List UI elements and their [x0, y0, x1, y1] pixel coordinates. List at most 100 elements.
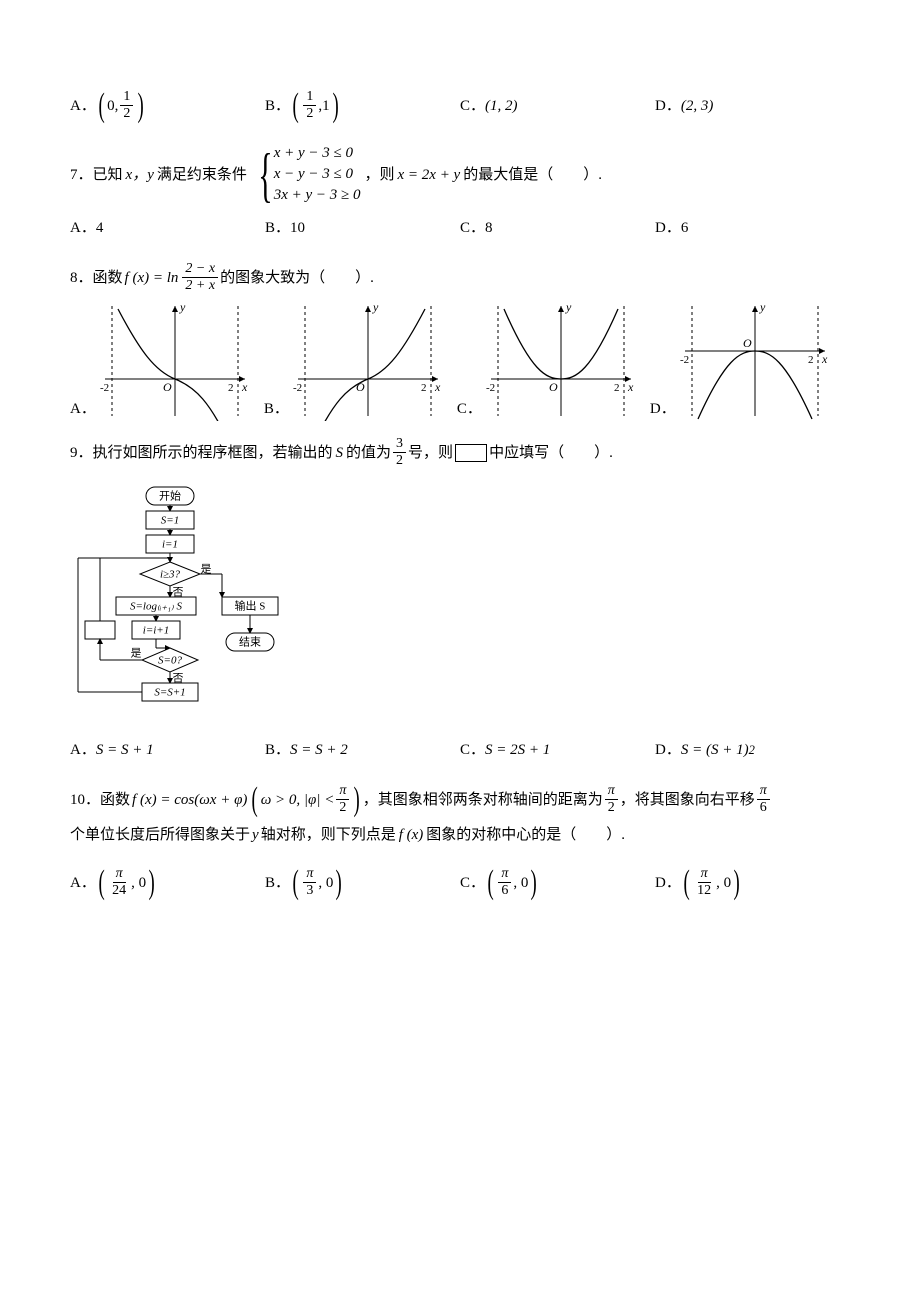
lparen: ( — [683, 869, 689, 896]
q7-number: 7． — [70, 163, 93, 187]
q10-cond-frac: π 2 — [336, 784, 349, 815]
xneg-label: -2 — [680, 354, 689, 366]
q10-number: 10． — [70, 788, 100, 812]
q10-option-a: A． ( π 24 , 0 ) — [70, 867, 265, 898]
q6-option-b: B． ( 1 2 ,1 ) — [265, 90, 460, 121]
q9-option-c: C． S = 2S + 1 — [460, 738, 655, 762]
option-label: A． — [70, 397, 96, 421]
option-label: C． — [460, 94, 485, 118]
q6-option-a: A． ( 0, 1 2 ) — [70, 90, 265, 121]
option-label: D． — [655, 94, 681, 118]
option-text: S = 2S + 1 — [485, 738, 550, 762]
option-label: B． — [265, 871, 290, 895]
rparen: ) — [149, 869, 155, 896]
xpos-label: 2 — [808, 354, 814, 366]
q9-prefix: 执行如图所示的程序框图，若输出的 — [93, 441, 333, 465]
q6-options: A． ( 0, 1 2 ) B． ( 1 2 ,1 ) C． (1, 2) D．… — [70, 90, 850, 121]
q7-system: { x + y − 3 ≤ 0 x − y − 3 ≤ 0 3x + y − 3… — [251, 143, 361, 206]
q10-part1: 函数 — [100, 788, 130, 812]
origin-label: O — [549, 380, 558, 394]
q9-fraction: 3 2 — [393, 437, 406, 468]
option-label: B． — [265, 738, 290, 762]
fraction: π 24 — [109, 867, 129, 898]
q7-options: A．4 B．10 C．8 D．6 — [70, 216, 850, 240]
option-label: B． — [264, 397, 289, 421]
xpos-label: 2 — [614, 382, 620, 394]
q10-option-b: B． ( π 3 , 0 ) — [265, 867, 460, 898]
option-label: A． — [70, 738, 96, 762]
lparen: ( — [293, 92, 299, 119]
comma-zero: , 0 — [716, 871, 731, 895]
option-label: C． — [457, 397, 482, 421]
option-text: S = S + 1 — [96, 738, 154, 762]
lparen: ( — [252, 786, 258, 813]
flow-d2: S=0? — [158, 655, 182, 667]
q7-option-d: D．6 — [655, 216, 850, 240]
q9-mid1: 的值为 — [346, 441, 391, 465]
origin-label: O — [163, 380, 172, 394]
q9-options: A． S = S + 1 B． S = S + 2 C． S = 2S + 1 … — [70, 738, 850, 762]
q9-mid2: 号，则 — [408, 441, 453, 465]
q8-number: 8． — [70, 266, 93, 290]
option-label: A． — [70, 871, 96, 895]
q8-prefix: 函数 — [93, 266, 123, 290]
q10-d-frac: π 2 — [605, 784, 618, 815]
plot-a: y x -2 2 O — [100, 301, 250, 421]
plot-d: y x -2 2 O — [680, 301, 830, 421]
x-label: x — [241, 380, 248, 394]
xpos-label: 2 — [421, 382, 427, 394]
fraction: π 12 — [694, 867, 714, 898]
q8-graphs: A． y x -2 2 O B． y x -2 2 O C． — [70, 301, 850, 421]
left-brace: { — [258, 154, 272, 196]
lparen: ( — [98, 92, 104, 119]
flow-output: 输出 S — [235, 599, 266, 613]
y-label: y — [179, 301, 186, 314]
interval: (2, 3) — [681, 94, 714, 118]
q10-option-c: C． ( π 6 , 0 ) — [460, 867, 655, 898]
q10-fn: f (x) = cos(ωx + φ) — [132, 788, 247, 812]
q7-mid: 满足约束条件 — [157, 163, 247, 187]
q8-suffix: 的图象大致为（ ）. — [220, 266, 374, 290]
flow-log: S=log₍ᵢ₊₁₎ S — [130, 601, 183, 613]
q10-part6: 图象的对称中心的是（ ）. — [426, 823, 625, 847]
flow-ipp: i=i+1 — [143, 625, 169, 637]
y-label: y — [759, 301, 766, 314]
origin-label: O — [743, 336, 752, 350]
option-text: S = S + 2 — [290, 738, 348, 762]
q7-suffix2: 的最大值是（ ）. — [463, 163, 602, 187]
fraction: π 3 — [303, 867, 316, 898]
lparen: ( — [98, 869, 104, 896]
lparen: ( — [293, 869, 299, 896]
rparen: ) — [734, 869, 740, 896]
xneg-label: -2 — [486, 382, 495, 394]
q7-option-b: B．10 — [265, 216, 460, 240]
fraction: 1 2 — [120, 90, 133, 121]
y-label: y — [372, 301, 379, 314]
q9-stem: 9． 执行如图所示的程序框图，若输出的 S 的值为 3 2 号，则 中应填写（ … — [70, 437, 850, 468]
q7-stem: 7． 已知 x，y 满足约束条件 { x + y − 3 ≤ 0 x − y −… — [70, 143, 850, 206]
q8-graph-b: B． y x -2 2 O — [264, 301, 443, 421]
constraint: 3x + y − 3 ≥ 0 — [274, 185, 361, 206]
q10-part3: ，将其图象向右平移 — [620, 788, 755, 812]
superscript: 2 — [749, 740, 755, 760]
option-label: D． — [655, 738, 681, 762]
q9-flowchart: 开始 S=1 i=1 i≥3? 是 否 S=log₍ᵢ₊₁₎ S i=i+1 S… — [70, 482, 850, 722]
q10-options: A． ( π 24 , 0 ) B． ( π 3 , 0 ) C． ( π 6 … — [70, 867, 850, 898]
q7-expr: x = 2x + y — [398, 163, 461, 187]
q10-stem: 10． 函数 f (x) = cos(ωx + φ) ( ω > 0, |φ| … — [70, 784, 850, 815]
option-label: B． — [265, 94, 290, 118]
q9-suffix: 中应填写（ ）. — [489, 441, 613, 465]
q10-part5: 轴对称，则下列点是 — [261, 823, 396, 847]
fraction: π 6 — [498, 867, 511, 898]
rparen: ) — [332, 92, 338, 119]
q8-graph-a: A． y x -2 2 O — [70, 301, 250, 421]
q6-option-c: C． (1, 2) — [460, 94, 655, 118]
q10-yaxis: y — [252, 823, 259, 847]
comma-zero: , 0 — [318, 871, 333, 895]
q9-option-a: A． S = S + 1 — [70, 738, 265, 762]
fraction: 1 2 — [303, 90, 316, 121]
q10-part2: ，其图象相邻两条对称轴间的距离为 — [363, 788, 603, 812]
plot-b: y x -2 2 O — [293, 301, 443, 421]
lparen: ( — [488, 869, 494, 896]
flow-i1: i=1 — [162, 539, 178, 551]
